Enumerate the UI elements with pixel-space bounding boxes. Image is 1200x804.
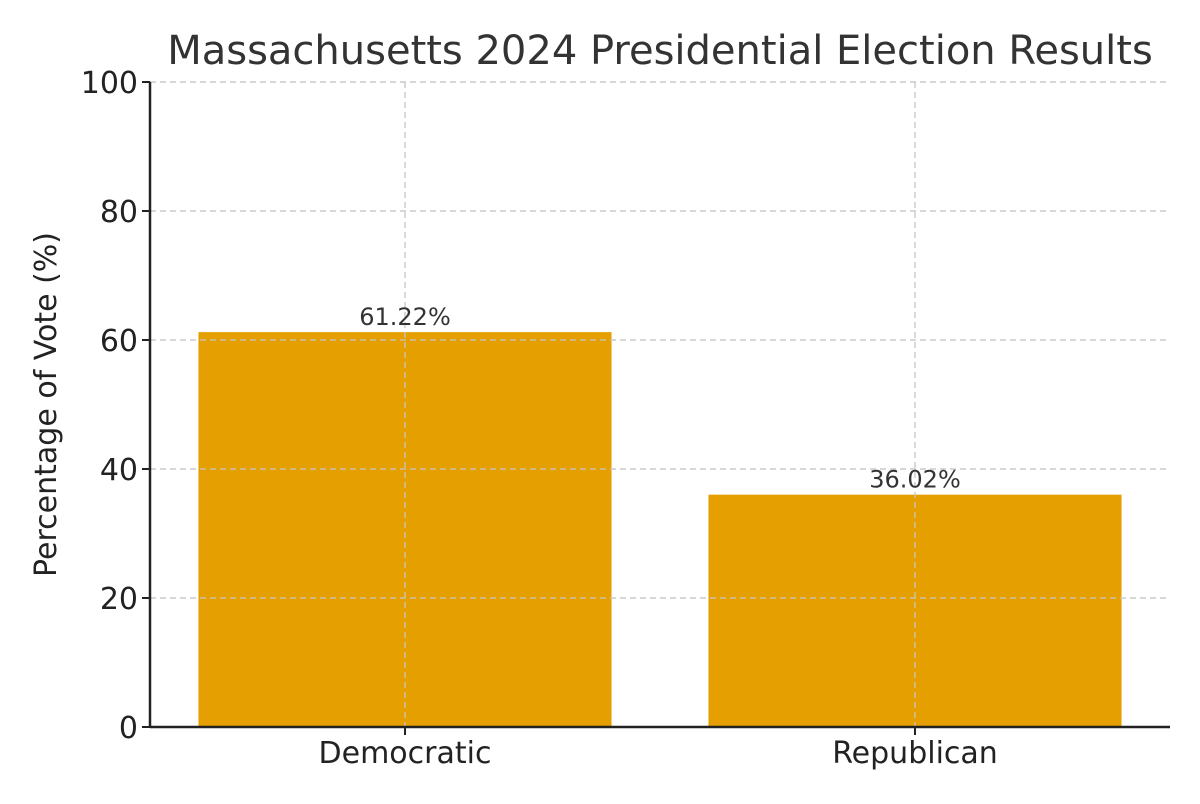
y-tick-label: 60 xyxy=(100,324,138,359)
y-tick-label: 0 xyxy=(119,711,138,746)
y-axis-label: Percentage of Vote (%) xyxy=(29,232,64,577)
data-label-layer: 61.22% 36.02% xyxy=(359,303,961,494)
axis-layer xyxy=(148,82,1170,729)
y-tick-label: 80 xyxy=(100,195,138,230)
data-label: 61.22% xyxy=(359,303,451,331)
y-tick-label: 20 xyxy=(100,582,138,617)
data-label: 36.02% xyxy=(869,466,961,494)
y-tick-label: 40 xyxy=(100,453,138,488)
x-tick-label: Republican xyxy=(832,736,998,771)
bar-layer xyxy=(150,81,1170,727)
y-tick-label: 100 xyxy=(81,66,138,101)
tick-layer: 0 20 40 60 80 100 Democratic Republican xyxy=(81,66,998,771)
chart-title: Massachusetts 2024 Presidential Election… xyxy=(167,28,1153,74)
x-tick-label: Democratic xyxy=(319,736,492,771)
